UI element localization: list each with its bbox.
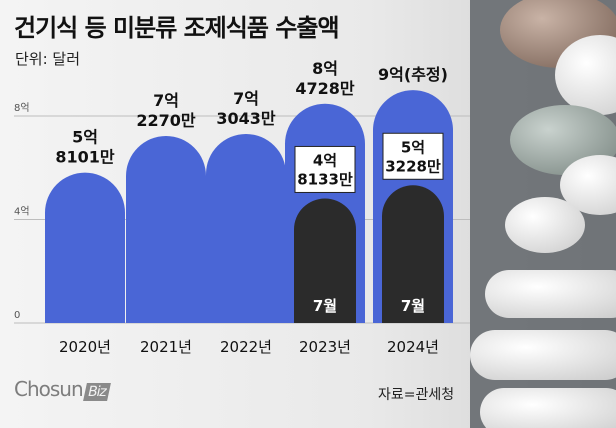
data-label: 7억 [233,89,259,108]
bar-tag: 7월 [313,297,337,315]
data-label-box [294,145,356,193]
y-tick-label: 8억 [14,102,30,114]
data-label: 8101만 [55,148,115,167]
data-label-box [382,132,444,180]
bar-july [382,185,444,323]
bars: 5억8101만7억2270만7억3043만8억4728만9억(추정)4억8133… [45,59,453,323]
chart-title: 건기식 등 미분류 조제식품 수출액 [14,14,340,42]
data-label: 8억 [312,59,338,78]
logo-main: Chosun [14,377,84,401]
bar-july [294,198,356,323]
data-label: 3228만 [385,157,441,175]
bar-annual [45,172,125,323]
bar-annual [126,136,206,323]
data-label: 4억 [313,151,337,169]
data-label: 5억 [401,138,425,156]
data-label: 8133만 [297,170,353,188]
data-label: 4728만 [295,79,355,98]
x-tick-label: 2021년 [140,338,192,356]
x-axis: 2020년 2021년 2022년 2023년 2024년 [59,338,439,356]
x-tick-label: 2022년 [220,338,272,356]
source-note: 자료=관세청 [378,387,455,403]
x-tick-label: 2020년 [59,338,111,356]
y-tick-label: 4억 [14,206,30,218]
data-label: 7억 [153,91,179,110]
y-tick-label: 0 [14,310,20,321]
publisher-logo: Chosun Biz [14,377,111,401]
data-label: 3043만 [216,109,276,128]
bar-annual [206,134,286,323]
data-label: 5억 [72,128,98,147]
data-label: 2270만 [136,111,196,130]
pills-photo [470,0,616,428]
data-label: 9억(추정) [378,65,448,84]
logo-sub: Biz [82,383,111,401]
unit-label: 단위: 달러 [15,50,81,68]
bar-tag: 7월 [401,297,425,315]
x-tick-label: 2024년 [387,338,439,356]
x-tick-label: 2023년 [299,338,351,356]
